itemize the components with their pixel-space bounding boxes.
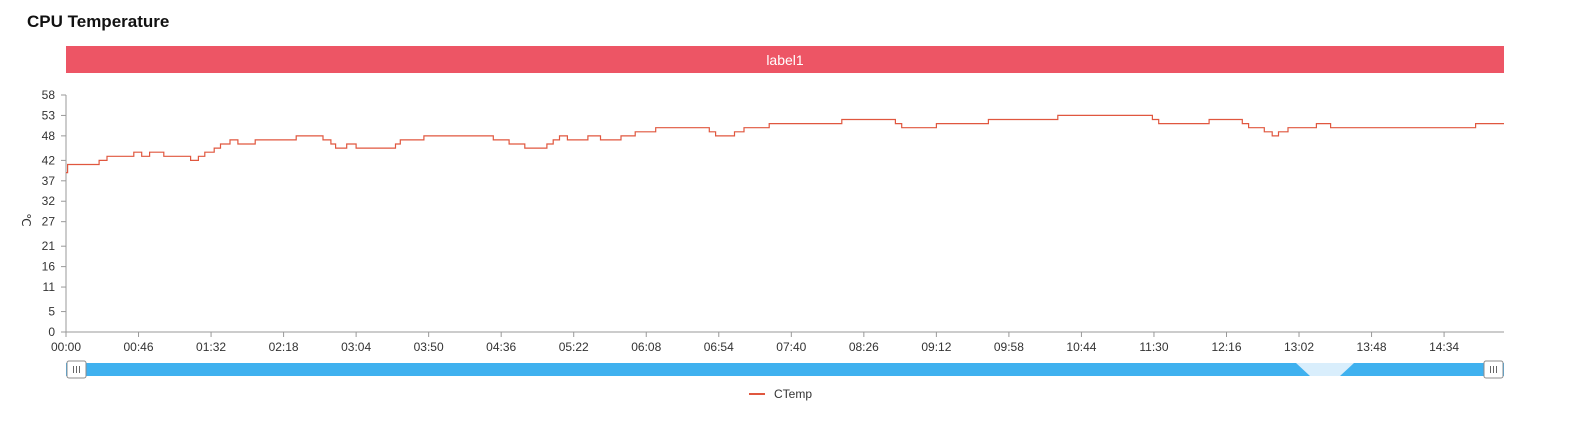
zoom-slider[interactable] (66, 360, 1504, 379)
x-tick-label: 01:32 (196, 340, 226, 354)
y-tick-label: 32 (42, 194, 56, 208)
x-tick-label: 13:02 (1284, 340, 1314, 354)
y-tick-label: 48 (42, 129, 56, 143)
y-tick-label: 0 (48, 325, 55, 339)
x-tick-label: 10:44 (1066, 340, 1096, 354)
y-tick-label: 16 (42, 260, 56, 274)
x-tick-label: 06:54 (704, 340, 734, 354)
x-tick-label: 09:58 (994, 340, 1024, 354)
y-tick-label: 11 (43, 280, 56, 294)
y-tick-label: 37 (42, 174, 56, 188)
series-layer (66, 114, 1504, 174)
legend-label-ctemp[interactable]: CTemp (774, 387, 812, 401)
zoom-track[interactable] (66, 363, 1504, 376)
y-tick-label: 5 (48, 305, 55, 319)
x-tick-label: 07:40 (776, 340, 806, 354)
x-tick-label: 14:34 (1429, 340, 1459, 354)
zoom-handle-left[interactable] (66, 360, 87, 379)
y-tick-label: 27 (42, 215, 56, 229)
y-tick-label: 58 (42, 88, 56, 102)
grip-icon (73, 366, 80, 373)
y-axis: 0 5 11 16 21 27 32 37 42 48 53 58 (42, 88, 67, 339)
label-banner: label1 (66, 46, 1504, 73)
x-axis: 00:00 00:46 01:32 02:18 03:04 03:50 04:36 05:22… (51, 331, 1504, 354)
y-axis-title: ℃ (19, 213, 33, 226)
series-line-ctemp (66, 114, 1504, 174)
panel-title: CPU Temperature (27, 12, 170, 31)
grip-icon (1490, 366, 1497, 373)
x-tick-label: 05:22 (559, 340, 589, 354)
y-tick-label: 21 (42, 239, 56, 253)
y-tick-label: 53 (42, 108, 56, 122)
x-tick-label: 00:46 (124, 340, 154, 354)
zoom-selected-window (1296, 363, 1354, 376)
x-tick-label: 08:26 (849, 340, 879, 354)
x-tick-label: 09:12 (921, 340, 951, 354)
x-tick-label: 12:16 (1211, 340, 1241, 354)
x-tick-label: 13:48 (1357, 340, 1387, 354)
x-tick-label: 03:50 (414, 340, 444, 354)
y-tick-label: 42 (42, 153, 56, 167)
legend[interactable]: CTemp (749, 387, 812, 401)
x-tick-label: 03:04 (341, 340, 371, 354)
x-tick-label: 02:18 (269, 340, 299, 354)
x-tick-label: 00:00 (51, 340, 81, 354)
x-tick-label: 04:36 (486, 340, 516, 354)
x-tick-label: 11:30 (1139, 340, 1168, 354)
x-tick-label: 06:08 (631, 340, 661, 354)
zoom-handle-right[interactable] (1483, 360, 1504, 379)
